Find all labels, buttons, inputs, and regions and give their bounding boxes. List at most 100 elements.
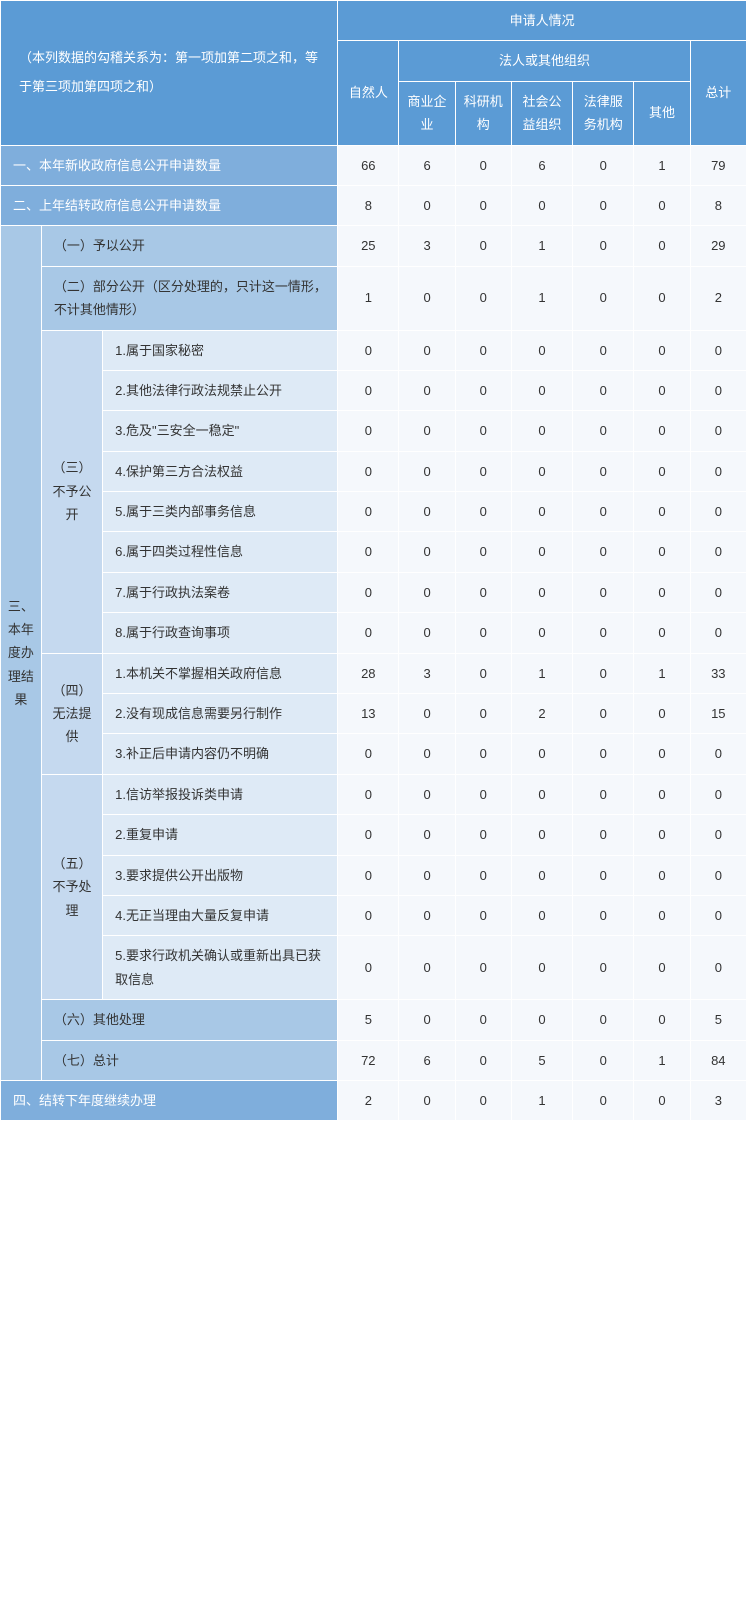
header-legal-4: 其他 [634, 81, 690, 145]
cell: 0 [399, 694, 455, 734]
header-applicant: 申请人情况 [338, 1, 747, 41]
cell: 0 [399, 411, 455, 451]
cell: 3 [690, 1080, 746, 1120]
table-row: 3.补正后申请内容仍不明确 0000000 [1, 734, 747, 774]
cell: 0 [338, 532, 399, 572]
cell: 0 [455, 411, 511, 451]
cell: 0 [455, 492, 511, 532]
cell: 84 [690, 1040, 746, 1080]
cell: 0 [690, 411, 746, 451]
table-row: 4.保护第三方合法权益 0000000 [1, 451, 747, 491]
cell: 1 [511, 266, 572, 330]
cell: 0 [573, 734, 634, 774]
s3-p3-item: 7.属于行政执法案卷 [103, 572, 338, 612]
sec3-label: 三、本年度办理结果 [1, 226, 42, 1081]
cell: 6 [399, 1040, 455, 1080]
row2-label: 二、上年结转政府信息公开申请数量 [1, 185, 338, 225]
cell: 1 [634, 653, 690, 693]
row1-label: 一、本年新收政府信息公开申请数量 [1, 145, 338, 185]
cell: 33 [690, 653, 746, 693]
cell: 0 [511, 532, 572, 572]
cell: 0 [690, 855, 746, 895]
cell: 0 [573, 226, 634, 266]
table-row: （四）无法提供 1.本机关不掌握相关政府信息 283010133 [1, 653, 747, 693]
cell: 0 [690, 613, 746, 653]
cell: 0 [338, 411, 399, 451]
cell: 0 [511, 815, 572, 855]
cell: 1 [634, 145, 690, 185]
s3-p3-item: 4.保护第三方合法权益 [103, 451, 338, 491]
cell: 0 [511, 936, 572, 1000]
cell: 0 [338, 936, 399, 1000]
cell: 2 [338, 1080, 399, 1120]
cell: 0 [634, 694, 690, 734]
s3-p3-item: 2.其他法律行政法规禁止公开 [103, 370, 338, 410]
cell: 0 [573, 1000, 634, 1040]
cell: 15 [690, 694, 746, 734]
cell: 0 [455, 266, 511, 330]
cell: 0 [511, 1000, 572, 1040]
cell: 0 [399, 370, 455, 410]
cell: 0 [573, 653, 634, 693]
cell: 6 [399, 145, 455, 185]
cell: 0 [338, 895, 399, 935]
header-natural: 自然人 [338, 41, 399, 145]
cell: 0 [573, 266, 634, 330]
header-legal-3: 法律服务机构 [573, 81, 634, 145]
cell: 0 [511, 734, 572, 774]
cell: 0 [399, 936, 455, 1000]
cell: 1 [511, 1080, 572, 1120]
cell: 0 [634, 1080, 690, 1120]
cell: 5 [338, 1000, 399, 1040]
cell: 0 [573, 532, 634, 572]
cell: 29 [690, 226, 746, 266]
cell: 0 [399, 330, 455, 370]
s3-p4-item: 3.补正后申请内容仍不明确 [103, 734, 338, 774]
s3-p3-item: 3.危及"三安全一稳定" [103, 411, 338, 451]
cell: 66 [338, 145, 399, 185]
header-total: 总计 [690, 41, 746, 145]
header-legal-2: 社会公益组织 [511, 81, 572, 145]
cell: 0 [399, 613, 455, 653]
s3-p4-item: 2.没有现成信息需要另行制作 [103, 694, 338, 734]
cell: 0 [690, 815, 746, 855]
s3-p5-item: 3.要求提供公开出版物 [103, 855, 338, 895]
cell: 0 [634, 226, 690, 266]
cell: 0 [634, 492, 690, 532]
cell: 0 [455, 936, 511, 1000]
cell: 0 [690, 532, 746, 572]
table-row: 8.属于行政查询事项 0000000 [1, 613, 747, 653]
s3-p3-item: 5.属于三类内部事务信息 [103, 492, 338, 532]
table-row: 5.属于三类内部事务信息 0000000 [1, 492, 747, 532]
s3-p5-item: 1.信访举报投诉类申请 [103, 774, 338, 814]
cell: 5 [511, 1040, 572, 1080]
table-row: 2.重复申请 0000000 [1, 815, 747, 855]
cell: 0 [573, 492, 634, 532]
cell: 0 [399, 774, 455, 814]
s3-p3-item: 6.属于四类过程性信息 [103, 532, 338, 572]
header-legal-0: 商业企业 [399, 81, 455, 145]
cell: 0 [399, 532, 455, 572]
cell: 5 [690, 1000, 746, 1040]
cell: 0 [690, 451, 746, 491]
s3-p4-item: 1.本机关不掌握相关政府信息 [103, 653, 338, 693]
note-cell: （本列数据的勾稽关系为：第一项加第二项之和，等于第三项加第四项之和） [1, 1, 338, 146]
cell: 0 [573, 895, 634, 935]
cell: 0 [511, 613, 572, 653]
cell: 25 [338, 226, 399, 266]
cell: 13 [338, 694, 399, 734]
s3-p5-item: 4.无正当理由大量反复申请 [103, 895, 338, 935]
cell: 0 [338, 492, 399, 532]
cell: 0 [511, 492, 572, 532]
table-row: 4.无正当理由大量反复申请 0000000 [1, 895, 747, 935]
cell: 0 [455, 145, 511, 185]
cell: 28 [338, 653, 399, 693]
cell: 1 [634, 1040, 690, 1080]
cell: 0 [399, 451, 455, 491]
cell: 0 [690, 774, 746, 814]
cell: 6 [511, 145, 572, 185]
s3-p6-label: （六）其他处理 [41, 1000, 337, 1040]
cell: 1 [338, 266, 399, 330]
cell: 0 [573, 855, 634, 895]
cell: 0 [455, 895, 511, 935]
